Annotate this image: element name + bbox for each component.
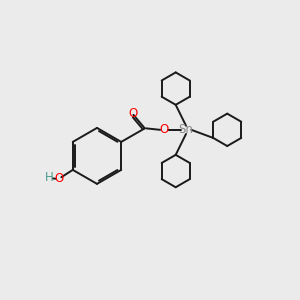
Text: O: O — [55, 172, 64, 185]
Text: O: O — [159, 123, 169, 136]
Text: O: O — [129, 106, 138, 120]
Text: Sn: Sn — [178, 123, 194, 136]
Text: H: H — [45, 171, 54, 184]
